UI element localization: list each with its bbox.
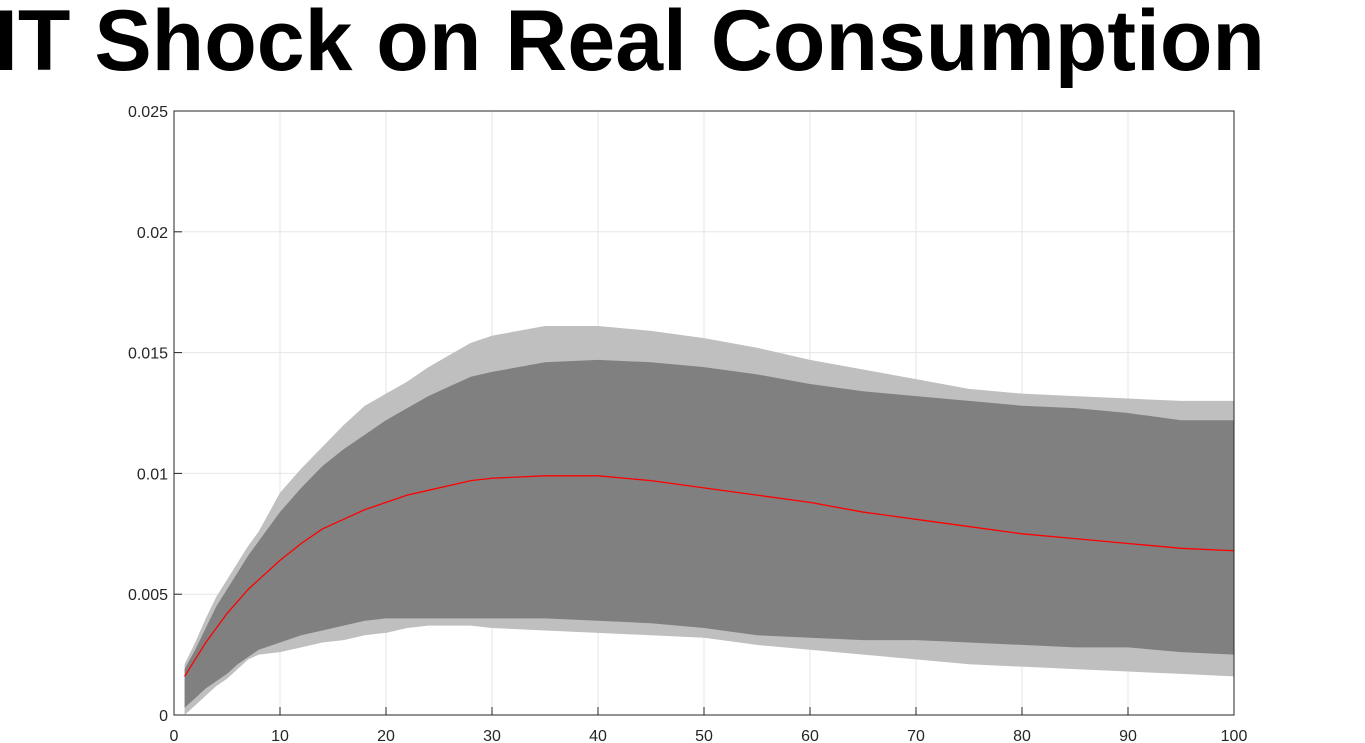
x-tick-label: 100 bbox=[1221, 728, 1248, 743]
y-tick-label: 0.005 bbox=[128, 587, 168, 604]
y-tick-label: 0.025 bbox=[128, 104, 168, 121]
x-tick-label: 40 bbox=[589, 728, 607, 743]
x-tick-label: 20 bbox=[377, 728, 395, 743]
x-tick-label: 10 bbox=[271, 728, 289, 743]
x-tick-label: 80 bbox=[1013, 728, 1031, 743]
y-tick-label: 0.015 bbox=[128, 346, 168, 363]
confidence-band bbox=[184, 359, 1235, 708]
x-tick-label: 70 bbox=[907, 728, 925, 743]
median-line bbox=[184, 475, 1235, 677]
x-tick-label: 30 bbox=[483, 728, 501, 743]
x-tick-label: 0 bbox=[170, 728, 179, 743]
x-tick-label: 90 bbox=[1119, 728, 1137, 743]
y-tick-label: 0.01 bbox=[137, 466, 168, 483]
y-tick-label: 0 bbox=[159, 708, 168, 725]
x-tick-label: 50 bbox=[695, 728, 713, 743]
x-tick-label: 60 bbox=[801, 728, 819, 743]
y-tick-label: 0.02 bbox=[137, 225, 168, 242]
chart-title: IT Shock on Real Consumption bbox=[0, 0, 1265, 89]
